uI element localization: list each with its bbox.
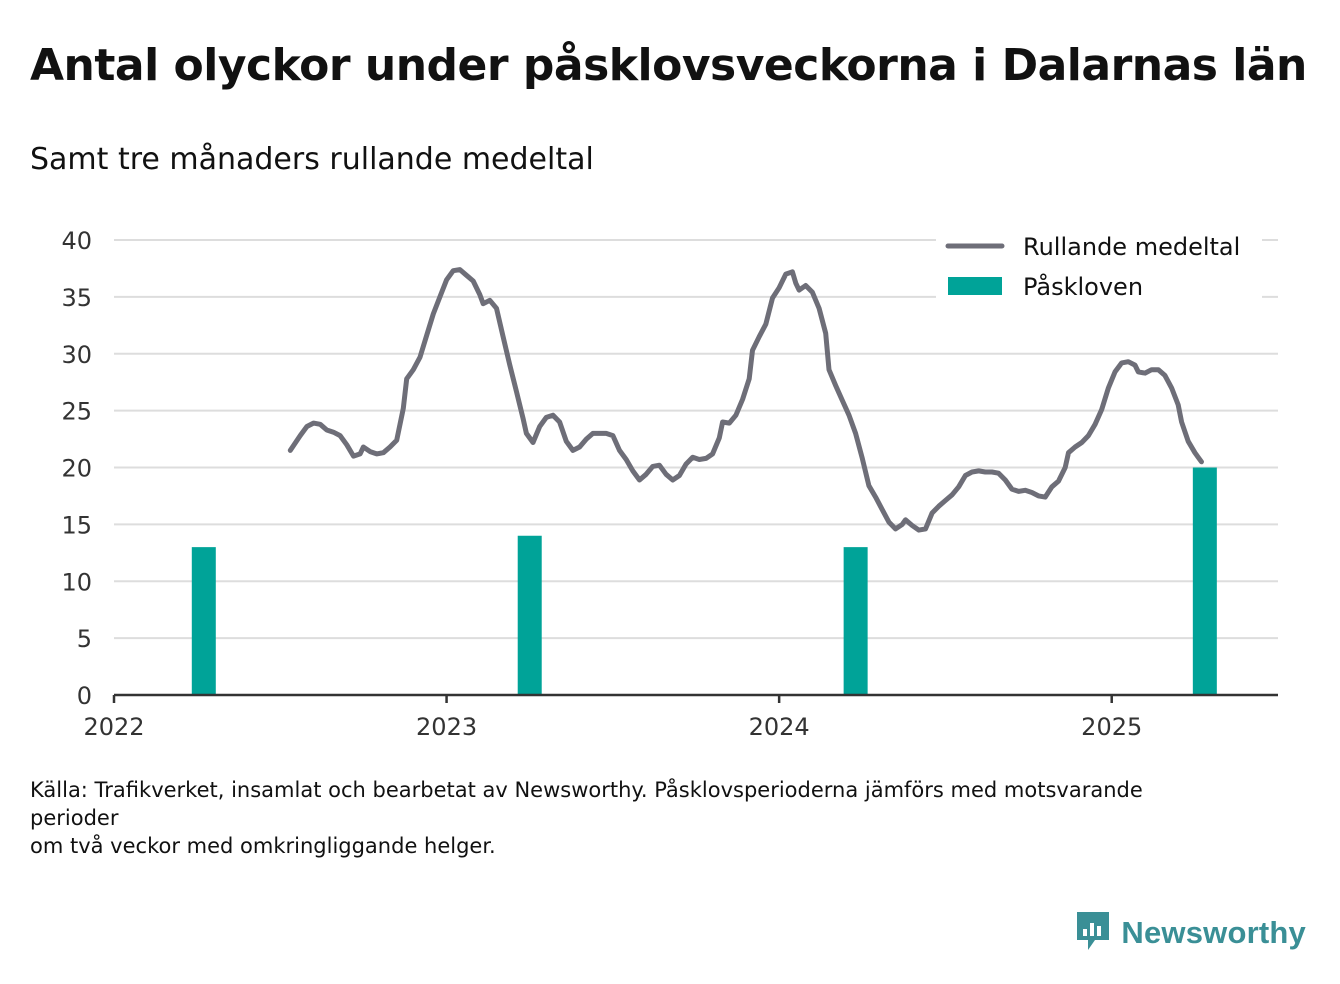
y-tick-label: 15 — [61, 511, 92, 539]
y-tick-label: 5 — [77, 625, 92, 653]
y-tick-label: 35 — [61, 284, 92, 312]
bar — [191, 547, 216, 695]
x-tick-label: 2024 — [749, 713, 810, 741]
legend-label: Rullande medeltal — [1023, 233, 1240, 261]
y-tick-label: 25 — [61, 398, 92, 426]
bar — [517, 535, 542, 695]
y-tick-label: 40 — [61, 227, 92, 255]
bar-series — [191, 467, 1217, 695]
y-tick-label: 10 — [61, 568, 92, 596]
bar — [1192, 467, 1217, 695]
source-line-1: Källa: Trafikverket, insamlat och bearbe… — [30, 778, 1143, 830]
page-subtitle: Samt tre månaders rullande medeltal — [30, 142, 594, 177]
y-tick-label: 20 — [61, 455, 92, 483]
source-line-2: om två veckor med omkringliggande helger… — [30, 834, 496, 858]
brand-logo[interactable]: Newsworthy — [1075, 910, 1306, 956]
y-tick-label: 30 — [61, 341, 92, 369]
rolling-average-line — [287, 267, 1204, 533]
newsworthy-logo-icon — [1075, 910, 1111, 956]
y-tick-label: 0 — [77, 682, 92, 710]
line-series — [287, 267, 1204, 533]
source-note: Källa: Trafikverket, insamlat och bearbe… — [30, 776, 1230, 860]
brand-name: Newsworthy — [1121, 915, 1306, 950]
x-tick-label: 2023 — [416, 713, 477, 741]
legend-bar-swatch — [948, 277, 1002, 295]
legend: Rullande medeltal Påskloven — [936, 229, 1262, 307]
legend-label: Påskloven — [1023, 272, 1143, 301]
x-tick-label: 2022 — [83, 713, 144, 741]
bar — [843, 547, 868, 695]
page-title: Antal olyckor under påsklovsveckorna i D… — [30, 40, 1307, 91]
x-tick-label: 2025 — [1081, 713, 1142, 741]
